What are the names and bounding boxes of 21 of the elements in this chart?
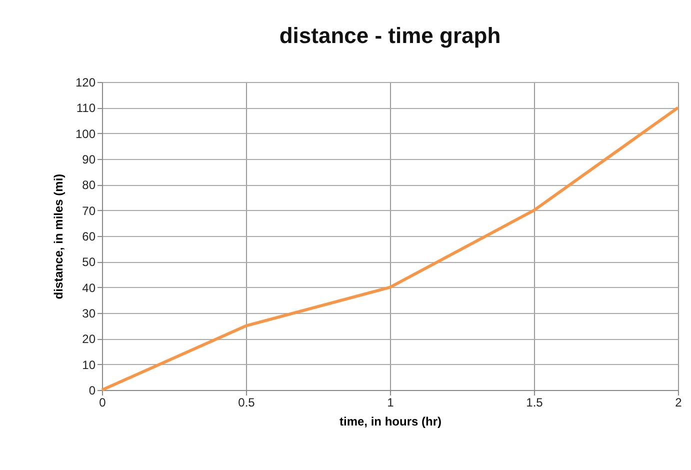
x-axis-title: time, in hours (hr) bbox=[340, 414, 442, 428]
chart-title: distance - time graph bbox=[279, 23, 501, 48]
y-tick-label: 60 bbox=[82, 230, 96, 244]
y-tick-label: 120 bbox=[75, 76, 96, 90]
y-tick-label: 40 bbox=[82, 280, 96, 295]
x-tick-label: 0.5 bbox=[238, 396, 256, 410]
y-tick-label: 50 bbox=[82, 255, 96, 270]
y-tick-label: 10 bbox=[82, 358, 96, 372]
y-tick-label: 80 bbox=[82, 178, 96, 192]
x-tick-label: 0 bbox=[99, 396, 106, 410]
y-tick-label: 90 bbox=[82, 152, 96, 166]
y-tick-label: 100 bbox=[75, 126, 96, 141]
x-tick-label: 1.5 bbox=[526, 396, 544, 410]
y-tick-label: 0 bbox=[88, 384, 96, 398]
y-tick-label: 20 bbox=[82, 332, 96, 346]
x-tick-label: 2 bbox=[675, 396, 682, 410]
y-axis-title: distance, in miles (mi) bbox=[51, 174, 66, 300]
y-tick-label: 70 bbox=[82, 204, 96, 218]
y-tick-label: 110 bbox=[76, 101, 96, 116]
y-tick-label: 30 bbox=[82, 306, 96, 320]
x-tick-label: 1 bbox=[387, 396, 394, 410]
